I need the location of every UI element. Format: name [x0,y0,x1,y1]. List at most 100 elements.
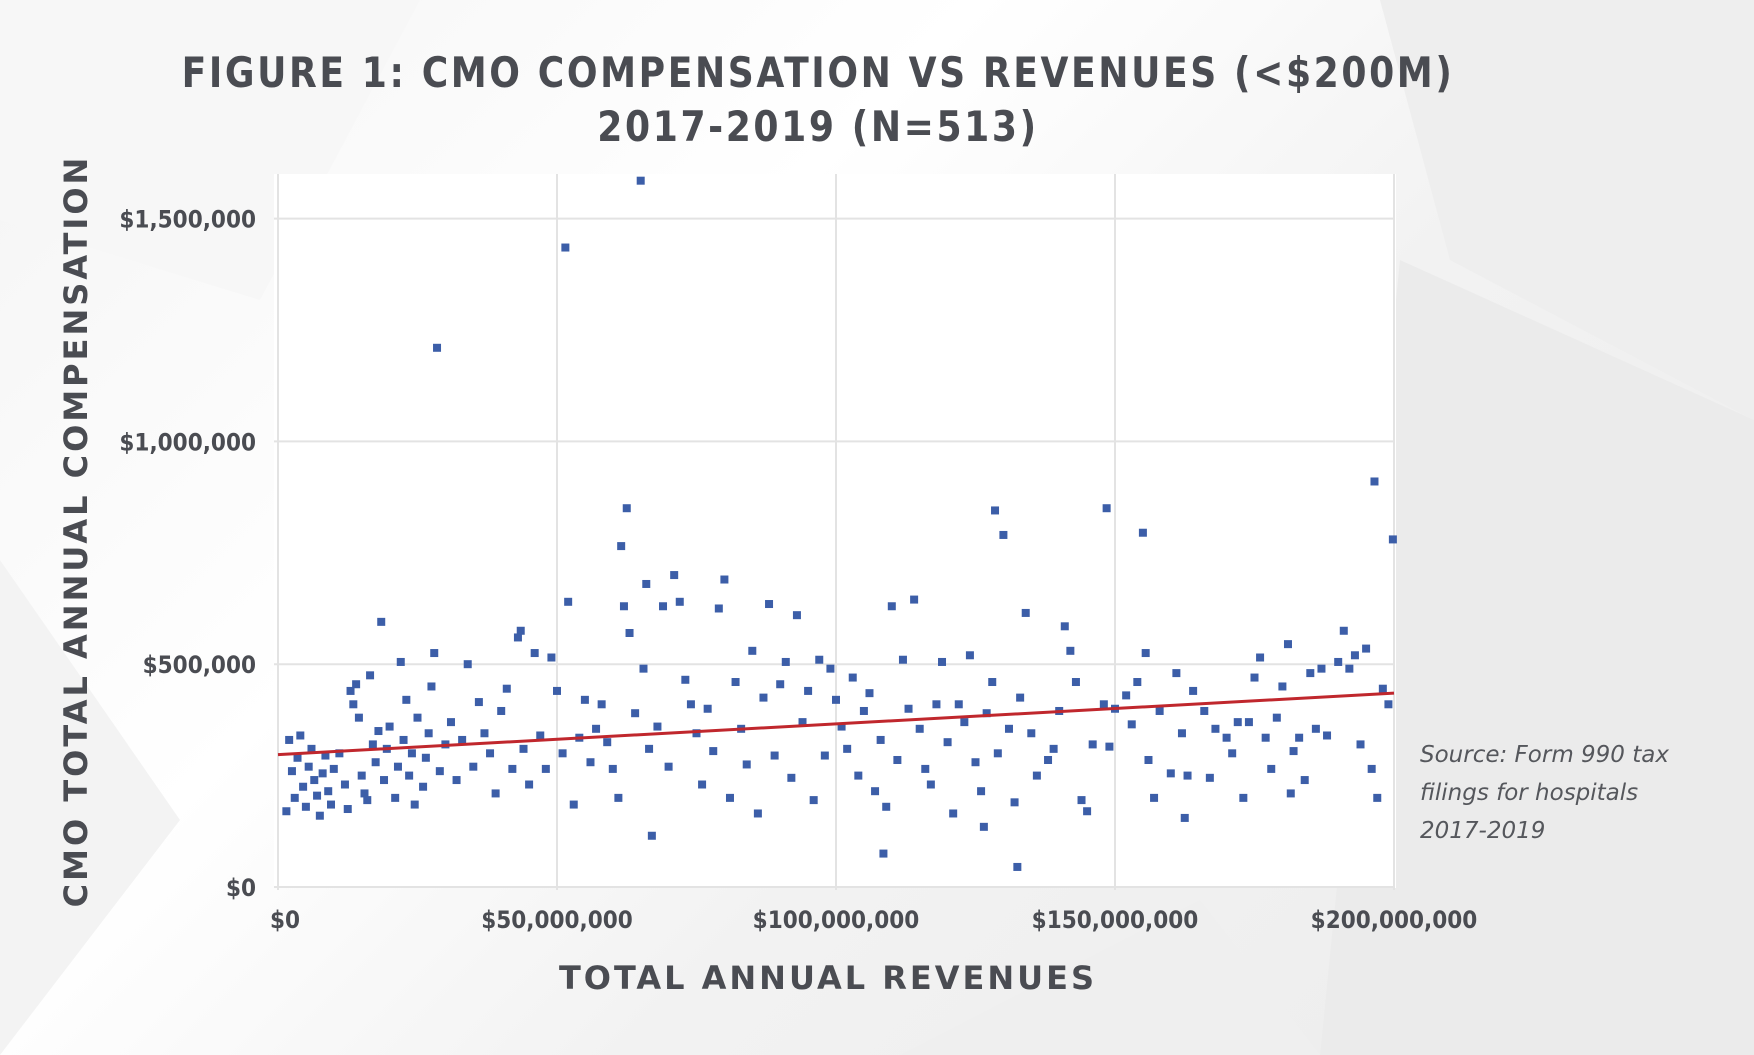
data-point [893,755,902,764]
data-point [647,831,656,840]
y-tick-label: $1,000,000 [119,428,256,456]
data-point [1388,535,1397,544]
data-point [742,760,751,769]
data-point [1370,477,1379,486]
data-point [396,657,405,666]
data-point [1105,742,1114,751]
y-tick-label: $500,000 [143,651,256,679]
data-point [569,800,578,809]
data-point [452,776,461,785]
data-point [915,724,924,733]
data-point [882,802,891,811]
data-point [508,764,517,773]
data-point [536,731,545,740]
data-point [619,602,628,611]
data-point [603,738,612,747]
data-point [731,678,740,687]
data-point [1239,793,1248,802]
data-point [1278,682,1287,691]
data-point [725,793,734,802]
data-point [513,633,522,642]
data-point [310,776,319,785]
x-tick-label: $200,000,000 [1311,906,1478,934]
data-point [380,776,389,785]
data-point [304,762,313,771]
data-point [1180,813,1189,822]
data-point [1189,686,1198,695]
data-point [1250,673,1259,682]
source-note-line3: 2017-2019 [1420,818,1546,844]
data-point [290,793,299,802]
data-point [1066,646,1075,655]
data-point [307,744,316,753]
data-point [720,575,729,584]
data-point [293,753,302,762]
data-point [1356,740,1365,749]
data-point [352,680,361,689]
data-point [296,731,305,740]
data-point [954,700,963,709]
data-point [1350,651,1359,660]
data-point [1032,771,1041,780]
data-point [653,722,662,731]
data-point [366,671,375,680]
data-point [287,767,296,776]
data-point [421,753,430,762]
data-point [1010,798,1019,807]
data-point [1244,718,1253,727]
data-point [776,680,785,689]
data-point [698,780,707,789]
data-point [1016,693,1025,702]
data-point [804,686,813,695]
data-point [1102,504,1111,513]
data-point [898,655,907,664]
data-point [965,651,974,660]
data-point [486,749,495,758]
data-point [1177,729,1186,738]
data-point [393,762,402,771]
data-point [659,602,668,611]
data-point [636,176,645,185]
x-tick-label: $150,000,000 [1032,906,1199,934]
data-point [664,762,673,771]
data-point [491,789,500,798]
data-point [1133,678,1142,687]
x-tick-label: $100,000,000 [753,906,920,934]
data-point [1233,718,1242,727]
data-point [1295,733,1304,742]
data-point [363,796,372,805]
data-point [424,729,433,738]
data-point [1060,622,1069,631]
data-point [324,787,333,796]
data-point [1205,773,1214,782]
data-point [1172,669,1181,678]
data-point [879,849,888,858]
data-point [614,793,623,802]
data-point [419,782,428,791]
y-axis-title: CMO TOTAL ANNUAL COMPENSATION [57,155,95,908]
data-point [815,655,824,664]
data-point [617,542,626,551]
data-point [765,600,774,609]
data-point [592,724,601,733]
data-point [463,660,472,669]
data-point [832,695,840,704]
data-point [904,704,913,713]
data-point [781,657,790,666]
data-point [1256,653,1265,662]
data-point [368,740,377,749]
data-point [340,780,349,789]
data-point [1166,769,1175,778]
data-point [402,695,411,704]
data-point [399,735,408,744]
data-point [631,709,640,718]
data-point [993,749,1002,758]
data-point [597,700,606,709]
data-point [519,744,528,753]
data-point [1021,608,1030,617]
data-point [1155,706,1164,715]
data-point [458,735,467,744]
data-point [798,718,807,727]
data-point [580,695,589,704]
data-point [686,700,695,709]
